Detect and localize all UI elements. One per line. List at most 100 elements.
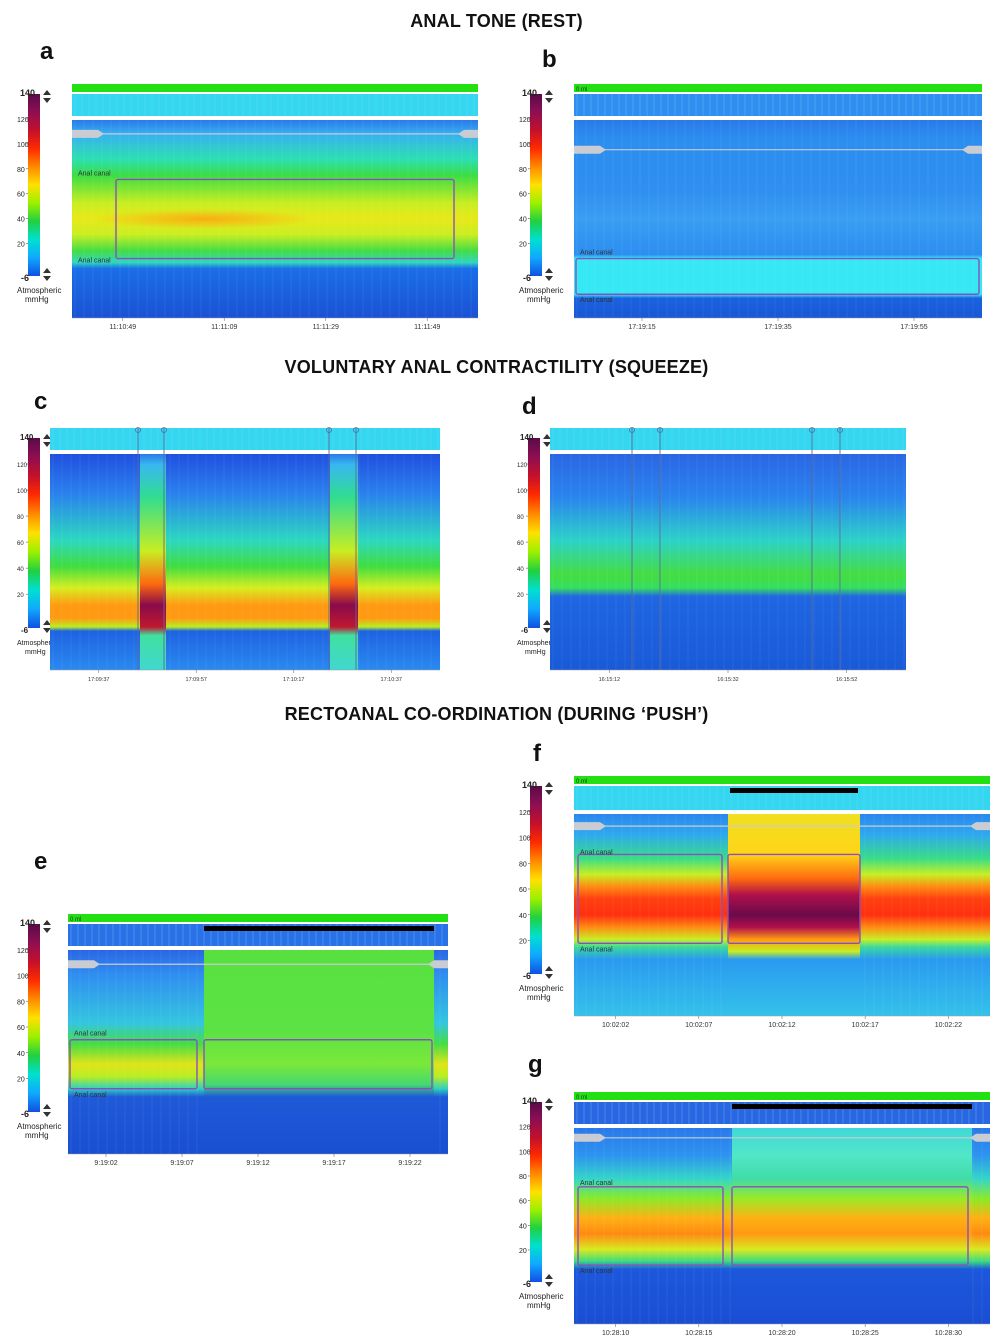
pressure-scale-bar: [530, 1102, 542, 1282]
event-marker-dot: [353, 427, 359, 433]
scale-tick-label: 40: [17, 567, 24, 573]
anal-canal-label: Anal canal: [580, 297, 613, 304]
scale-tick-label: 40: [17, 1051, 25, 1058]
scale-unit-line2: mmHg: [527, 295, 551, 304]
catheter-marker-left: [574, 822, 606, 831]
scale-tick-label: 80: [17, 515, 24, 521]
time-tick-label: 11:10:49: [109, 324, 136, 331]
scale-tick-label: 60: [519, 192, 527, 199]
scale-unit-line1: Atmospheric: [517, 640, 556, 647]
scale-down-arrow: [545, 790, 553, 795]
event-marker-dot: [326, 427, 332, 433]
manometry-panel-c: 140 -6 120 100 80 60 40 20 Atmospheric mmHg 17:09:…: [14, 426, 442, 688]
time-tick-label: 11:11:09: [211, 324, 237, 331]
volume-label: 0 ml: [576, 779, 587, 785]
event-marker-dot: [837, 427, 843, 433]
scale-tick-label: 20: [517, 593, 524, 599]
catheter-marker-right: [970, 1133, 990, 1142]
panel-svg: 140 -6 120 100 80 60 40 20 Atmospheric mmHg 16:15:…: [517, 427, 906, 683]
time-tick-label: 17:09:37: [88, 677, 109, 683]
analysis-window: [203, 1039, 433, 1090]
scale-max-label: 140: [520, 433, 534, 442]
scale-tick-label: 120: [519, 1125, 531, 1132]
manometry-panel-f: 140 -6 120 100 80 60 40 20 Atmospheric mmHg 0 ml An…: [516, 774, 992, 1034]
pressure-map: [550, 454, 906, 670]
scale-up-arrow: [43, 620, 51, 625]
analysis-window: [577, 853, 723, 944]
push-indicator-bar: [204, 926, 434, 931]
scale-min-label: -6: [21, 273, 29, 283]
scale-tick-label: 60: [519, 887, 527, 894]
title-bar: [574, 1092, 990, 1100]
scale-up-arrow: [545, 966, 553, 971]
scale-tick-label: 80: [517, 515, 524, 521]
scale-max-label: 140: [20, 918, 35, 928]
anal-canal-label: Anal canal: [78, 258, 111, 265]
pressure-event-column: [728, 814, 860, 1016]
analysis-window: [731, 1186, 969, 1266]
scale-tick-label: 100: [17, 489, 28, 495]
time-tick-label: 9:19:22: [398, 1160, 421, 1167]
scale-down-arrow: [545, 974, 553, 979]
time-tick-label: 10:02:07: [685, 1022, 712, 1029]
title-bar: [574, 776, 990, 784]
scale-tick-label: 120: [17, 463, 28, 469]
anal-canal-label: Anal canal: [74, 1031, 107, 1038]
scale-up-arrow: [43, 434, 51, 439]
scale-unit-line2: mmHg: [25, 1131, 49, 1140]
title-bar: [574, 84, 982, 92]
time-tick-label: 16:15:52: [836, 677, 857, 683]
panel-letter-a: a: [40, 38, 54, 65]
event-marker-dot: [629, 427, 635, 433]
scale-unit-line1: Atmospheric: [17, 286, 61, 295]
pressure-map: [50, 454, 440, 670]
manometry-panel-g: 140 -6 120 100 80 60 40 20 Atmospheric mmHg 0 ml An…: [516, 1090, 992, 1342]
time-tick-label: 17:19:35: [764, 324, 791, 331]
scale-up-arrow: [543, 434, 551, 439]
scale-max-label: 140: [522, 780, 537, 790]
panel-svg: 140 -6 120 100 80 60 40 20 Atmospheric mmHg 17:09:…: [17, 427, 440, 683]
scale-up-arrow: [543, 620, 551, 625]
scale-tick-label: 20: [17, 593, 24, 599]
scale-min-label: -6: [21, 1109, 29, 1119]
panel-letter-g: g: [528, 1051, 543, 1078]
scale-unit-line2: mmHg: [25, 649, 46, 656]
catheter-marker-right: [962, 145, 982, 154]
scale-tick-label: 100: [519, 1149, 531, 1156]
time-tick-label: 10:02:02: [602, 1022, 629, 1029]
catheter-marker-right: [970, 822, 990, 831]
separator-line: [50, 450, 440, 454]
anal-canal-label: Anal canal: [74, 1092, 107, 1099]
analysis-window: [575, 257, 980, 295]
scale-tick-label: 40: [519, 1223, 527, 1230]
event-marker-dot: [809, 427, 815, 433]
time-tick-label: 10:02:22: [935, 1022, 962, 1029]
manometry-panel-a: 140 -6 120 100 80 60 40 20 Atmospheric mmHg Anal c…: [14, 82, 480, 336]
scale-down-arrow: [43, 98, 51, 103]
pressure-scale-bar: [530, 94, 542, 276]
panel-letter-c: c: [34, 388, 48, 415]
scale-min-label: -6: [521, 626, 529, 635]
time-tick-label: 11:11:29: [313, 324, 339, 331]
manometry-panel-e: 140 -6 120 100 80 60 40 20 Atmospheric mmHg 0 ml An…: [14, 912, 450, 1172]
scale-down-arrow: [543, 628, 551, 633]
separator-line: [68, 946, 448, 950]
section-title-push: RECTOANAL CO-ORDINATION (DURING ‘PUSH’): [284, 704, 709, 724]
scale-up-arrow: [545, 90, 553, 95]
catheter-marker-left: [574, 145, 606, 154]
time-tick-label: 17:10:17: [283, 677, 304, 683]
scale-up-arrow: [43, 1104, 51, 1109]
scale-tick-label: 80: [519, 167, 527, 174]
separator-line: [574, 116, 982, 120]
scale-unit-line1: Atmospheric: [519, 1292, 563, 1301]
scale-down-arrow: [43, 928, 51, 933]
rectal-band: [50, 428, 440, 450]
scale-up-arrow: [545, 1098, 553, 1103]
manometry-panel-b: 140 -6 120 100 80 60 40 20 Atmospheric mmHg 0 ml An…: [516, 82, 984, 336]
scale-unit-line2: mmHg: [527, 993, 551, 1002]
panel-letter-e: e: [34, 848, 48, 875]
scale-min-label: -6: [523, 1279, 531, 1289]
anal-canal-label: Anal canal: [580, 250, 613, 257]
